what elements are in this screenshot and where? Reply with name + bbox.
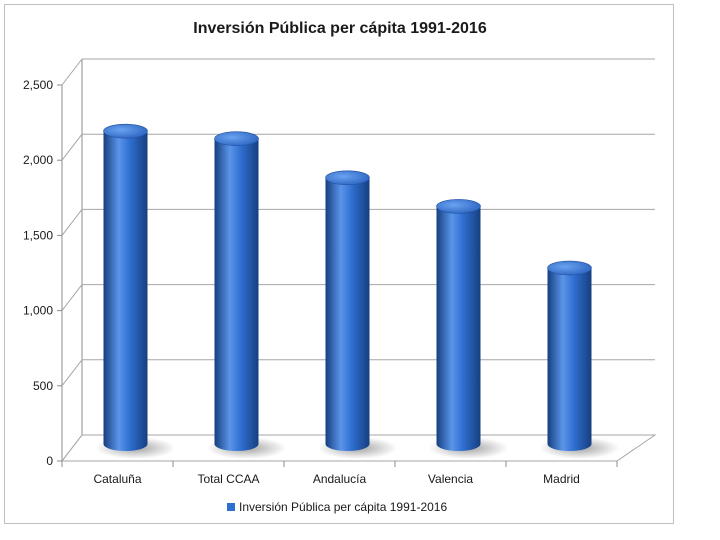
y-tick-label: 0 xyxy=(46,454,53,468)
x-axis: Cataluña Total CCAA Andalucía Valencia Madri… xyxy=(61,461,618,486)
y-tick-label: 2,500 xyxy=(23,78,53,92)
bar xyxy=(325,177,370,452)
legend-label: Inversión Pública per cápita 1991-2016 xyxy=(239,500,447,514)
bar xyxy=(214,138,259,452)
x-tick-label: Cataluña xyxy=(93,472,141,486)
bar-top xyxy=(214,131,259,146)
x-tick-label: Valencia xyxy=(428,472,473,486)
y-tick-label: 500 xyxy=(33,379,53,393)
y-tick-label: 2,000 xyxy=(23,153,53,167)
legend: Inversión Pública per cápita 1991-2016 xyxy=(227,500,447,514)
bar xyxy=(547,268,592,451)
bar xyxy=(103,131,148,451)
x-tick-label: Total CCAA xyxy=(197,472,259,486)
bar-top xyxy=(436,199,481,214)
floor-plane xyxy=(60,434,657,462)
bar xyxy=(436,206,481,451)
chart-frame: Inversión Pública per cápita 1991-2016 0… xyxy=(4,4,674,524)
gridline-side xyxy=(61,284,83,311)
bar-top xyxy=(325,170,370,186)
y-tick-label: 1,500 xyxy=(23,228,53,242)
bar-chart: Inversión Pública per cápita 1991-2016 0… xyxy=(23,20,657,514)
bar-top xyxy=(547,260,592,276)
gridline-side xyxy=(61,58,83,86)
x-tick-label: Madrid xyxy=(543,472,580,486)
chart-title: Inversión Pública per cápita 1991-2016 xyxy=(193,20,487,37)
bar-top xyxy=(103,123,148,139)
y-tick-label: 1,000 xyxy=(23,304,53,318)
bar-layer xyxy=(95,123,620,459)
legend-swatch xyxy=(227,503,235,511)
y-axis: 0 500 1,000 1,500 2,000 2,500 xyxy=(23,78,62,468)
gridline-side xyxy=(61,359,83,387)
gridline-side xyxy=(61,133,83,161)
x-tick-label: Andalucía xyxy=(313,472,367,486)
gridline-side xyxy=(61,209,83,236)
